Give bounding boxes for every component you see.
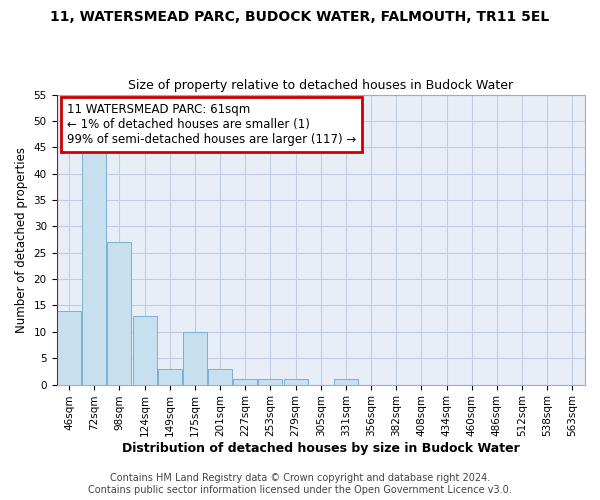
Bar xyxy=(133,316,157,384)
Bar xyxy=(82,148,106,384)
Bar xyxy=(334,380,358,384)
X-axis label: Distribution of detached houses by size in Budock Water: Distribution of detached houses by size … xyxy=(122,442,520,455)
Bar xyxy=(183,332,207,384)
Bar xyxy=(259,380,283,384)
Text: 11, WATERSMEAD PARC, BUDOCK WATER, FALMOUTH, TR11 5EL: 11, WATERSMEAD PARC, BUDOCK WATER, FALMO… xyxy=(50,10,550,24)
Bar xyxy=(107,242,131,384)
Title: Size of property relative to detached houses in Budock Water: Size of property relative to detached ho… xyxy=(128,79,514,92)
Bar xyxy=(158,369,182,384)
Text: 11 WATERSMEAD PARC: 61sqm
← 1% of detached houses are smaller (1)
99% of semi-de: 11 WATERSMEAD PARC: 61sqm ← 1% of detach… xyxy=(67,104,356,146)
Bar xyxy=(233,380,257,384)
Bar xyxy=(284,380,308,384)
Bar xyxy=(57,311,81,384)
Text: Contains HM Land Registry data © Crown copyright and database right 2024.
Contai: Contains HM Land Registry data © Crown c… xyxy=(88,474,512,495)
Bar xyxy=(208,369,232,384)
Y-axis label: Number of detached properties: Number of detached properties xyxy=(15,146,28,332)
